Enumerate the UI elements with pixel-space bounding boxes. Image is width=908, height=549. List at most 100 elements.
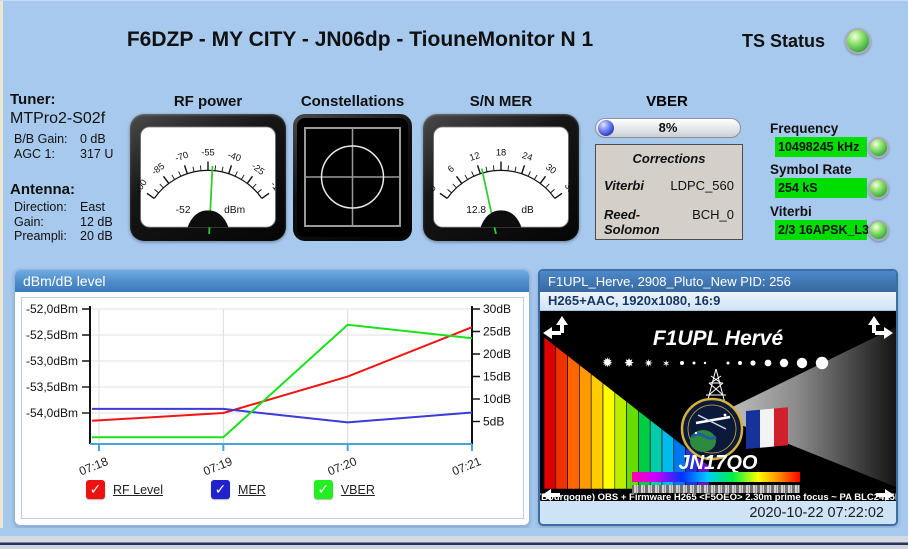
frequency-label: Frequency xyxy=(770,121,839,136)
vber-checkbox[interactable]: ✓ xyxy=(313,480,333,499)
svg-text:-40: -40 xyxy=(226,150,242,164)
bb-gain-label: B/B Gain: xyxy=(14,132,68,146)
svg-text:-70: -70 xyxy=(174,150,190,164)
vber-title: VBER xyxy=(646,93,688,110)
svg-text:-100: -100 xyxy=(137,178,149,199)
svg-text:07:21: 07:21 xyxy=(450,454,483,476)
svg-text:0: 0 xyxy=(430,183,438,193)
reed-solomon-label: Reed-Solomon xyxy=(604,207,660,237)
mer-meter-face: 06 12 18 24 30 36 12.8 dB xyxy=(430,126,572,234)
svg-text:-10: -10 xyxy=(269,180,279,197)
corrections-row: Viterbi LDPC_560 xyxy=(604,178,734,193)
check-icon: ✓ xyxy=(214,481,227,497)
chart-header: dBm/dB level xyxy=(15,270,529,292)
vber-progressbar: 8% xyxy=(595,118,741,138)
rf-power-meter: -100 -85 -70 -55 -40 -25 -10 -52 dBm xyxy=(130,114,286,241)
mer-meter: 0 6 12 18 24 30 36 12.8 dB xyxy=(423,114,579,241)
viterbi-value: 2/3 16APSK_L3 xyxy=(775,220,869,240)
testcard-star-row: ✹ ✸ ✷ ✶ xyxy=(602,355,829,370)
testcard-antenna-mast xyxy=(705,368,727,408)
rf-unit: dBm xyxy=(224,205,245,216)
symbol-rate-value: 254 kS xyxy=(775,178,867,198)
level-chart: -52,0dBm -52,5dBm -53,0dBm -53,5dBm -54,0dBm… xyxy=(26,302,511,478)
ts-status-led-icon xyxy=(845,28,871,54)
viterbi-led-icon xyxy=(868,220,889,241)
page-title: F6DZP - MY CITY - JN06dp - TiouneMonitor… xyxy=(126,28,594,51)
agc-value: 317 U xyxy=(80,146,114,161)
corrections-panel: Corrections Viterbi LDPC_560 Reed-Solomo… xyxy=(595,144,743,240)
antenna-block: Antenna: Direction: East Gain: 12 dB Pre… xyxy=(10,181,130,244)
svg-text:✶: ✶ xyxy=(662,359,670,370)
preampli-label: Preampli: xyxy=(14,229,67,243)
svg-text:10dB: 10dB xyxy=(483,392,511,406)
direction-label: Direction: xyxy=(14,200,67,214)
svg-text:30dB: 30dB xyxy=(483,302,511,316)
mer-title: S/N MER xyxy=(469,93,533,110)
level-chart-panel: dBm/dB level -52,0dBm -52,5dBm -53,0dBm -53… xyxy=(14,269,530,526)
tuner-row: AGC 1: 317 U xyxy=(10,147,130,162)
mer-checkbox[interactable]: ✓ xyxy=(211,480,231,499)
svg-text:✷: ✷ xyxy=(644,358,653,370)
antenna-row: Direction: East xyxy=(10,200,130,215)
svg-text:24: 24 xyxy=(521,150,534,163)
symbol-rate-label: Symbol Rate xyxy=(770,162,852,177)
antenna-row: Gain: 12 dB xyxy=(10,215,130,230)
testcard-caption: ve 58 (Bourgogne) OBS + Firmware H265 <F… xyxy=(540,492,896,501)
tuner-heading: Tuner: xyxy=(10,91,56,108)
corner-arrow-icons xyxy=(542,316,894,501)
vber-percent: 8% xyxy=(658,120,678,135)
rf-power-meter-face: -100-85-70 -55 -40-25-10 -52 dBm xyxy=(137,126,279,234)
svg-text:6: 6 xyxy=(446,163,456,174)
constellations-title: Constellations xyxy=(300,93,405,110)
svg-text:✹: ✹ xyxy=(602,355,613,370)
viterbi-corr-value: LDPC_560 xyxy=(670,178,734,193)
gain-value: 12 dB xyxy=(80,214,113,229)
testcard-callsign: F1UPL Hervé xyxy=(653,327,784,350)
corrections-row: Reed-Solomon BCH_0 xyxy=(604,207,734,237)
svg-text:15dB: 15dB xyxy=(483,370,511,384)
rf-level-legend-label[interactable]: RF Level xyxy=(113,482,164,497)
svg-text:-53,5dBm: -53,5dBm xyxy=(26,380,78,394)
video-timestamp: 2020-10-22 07:22:02 xyxy=(749,505,884,521)
svg-text:-52,5dBm: -52,5dBm xyxy=(26,328,78,342)
svg-text:07:18: 07:18 xyxy=(77,454,110,476)
testcard-badge xyxy=(680,397,744,461)
constellation-display xyxy=(293,114,412,241)
vber-ball-icon xyxy=(598,120,614,136)
antenna-row: Preampli: 20 dB xyxy=(10,229,130,244)
legend-mer[interactable]: ✓ MER xyxy=(211,480,266,499)
svg-text:25dB: 25dB xyxy=(483,325,511,339)
reed-solomon-value: BCH_0 xyxy=(692,207,734,222)
testcard-french-flag xyxy=(746,407,788,449)
check-icon: ✓ xyxy=(89,481,102,497)
mer-legend-label[interactable]: MER xyxy=(238,482,266,497)
direction-value: East xyxy=(80,200,106,214)
video-display[interactable]: F1UPL Hervé ✹ ✸ ✷ ✶ xyxy=(540,311,896,501)
svg-text:✸: ✸ xyxy=(624,356,634,370)
video-stream-title: F1UPL_Herve, 2908_Pluto_New PID: 256 xyxy=(540,271,896,292)
rf-value: -52 xyxy=(176,205,191,216)
window-bottom-edge xyxy=(0,528,908,549)
corrections-title: Corrections xyxy=(632,151,706,166)
svg-text:-53,0dBm: -53,0dBm xyxy=(26,354,78,368)
svg-text:5dB: 5dB xyxy=(483,415,504,429)
video-codec-info: H265+AAC, 1920x1080, 16:9 xyxy=(540,292,896,311)
vber-legend-label[interactable]: VBER xyxy=(340,482,375,497)
testcard-gray-wedge xyxy=(716,327,896,487)
tuner-model: MTPro2-S02f xyxy=(10,110,106,127)
constellation-grid xyxy=(297,118,408,237)
legend-vber[interactable]: ✓ VBER xyxy=(313,480,375,499)
frequency-value: 10498245 kHz xyxy=(775,137,867,157)
svg-text:07:20: 07:20 xyxy=(326,454,359,476)
rf-power-title: RF power xyxy=(173,93,243,110)
tuner-antenna-panel: Tuner: MTPro2-S02f B/B Gain: 0 dB AGC 1:… xyxy=(10,91,130,244)
svg-text:30: 30 xyxy=(544,162,558,176)
svg-text:20dB: 20dB xyxy=(483,347,511,361)
svg-text:36: 36 xyxy=(563,181,572,195)
svg-text:07:19: 07:19 xyxy=(201,454,234,476)
legend-rf-level[interactable]: ✓ RF Level xyxy=(86,480,163,499)
ts-status-label: TS Status xyxy=(742,31,826,51)
symbol-rate-led-icon xyxy=(868,178,889,199)
rf-level-checkbox[interactable]: ✓ xyxy=(86,480,105,499)
viterbi-label: Viterbi xyxy=(770,204,812,219)
